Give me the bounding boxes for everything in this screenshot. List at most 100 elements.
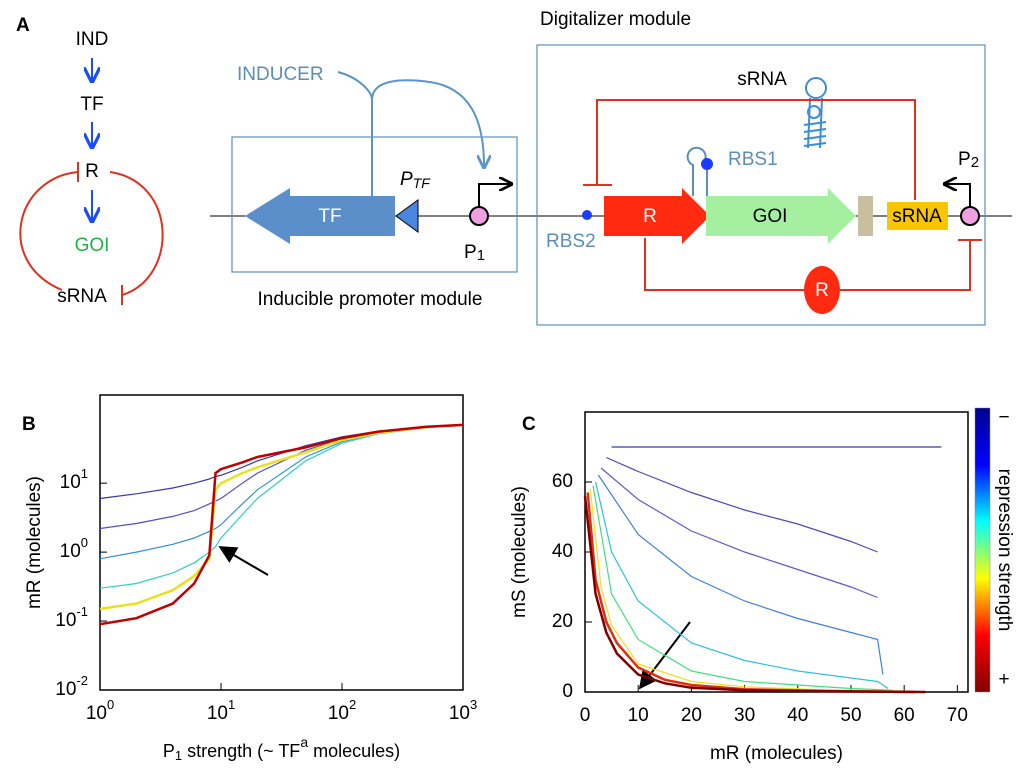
tick-base: 10 xyxy=(55,610,76,631)
x-tick-label: 102 xyxy=(328,697,356,724)
series-line xyxy=(595,481,889,690)
rbs-label: RBS2 xyxy=(546,231,596,252)
promoter-triangle xyxy=(395,199,419,233)
promoter-arrow xyxy=(478,184,510,207)
y-tick-label: 100 xyxy=(60,536,88,563)
series-line xyxy=(99,424,464,589)
x-tick-label: 70 xyxy=(947,705,968,726)
y-tick-label: 20 xyxy=(552,611,573,632)
repression-line xyxy=(109,171,164,296)
gene-label: R xyxy=(643,206,657,227)
series-line xyxy=(99,424,464,530)
colorbar-bottom: + xyxy=(998,669,1009,690)
srna-label: sRNA xyxy=(737,69,787,90)
goi-gene xyxy=(706,188,856,244)
panel-label: C xyxy=(522,414,536,435)
y-tick-label: 101 xyxy=(60,467,88,494)
terminator xyxy=(858,196,873,236)
x-tick-label: 10 xyxy=(628,705,649,726)
tick-base: 10 xyxy=(60,541,81,562)
series-line xyxy=(600,467,878,599)
tick-exponent: 1 xyxy=(228,697,235,712)
promoter-arrow xyxy=(946,184,971,207)
rbs xyxy=(701,158,713,170)
tick-exponent: 0 xyxy=(107,697,114,712)
tick-exponent: 1 xyxy=(81,467,88,482)
pathway-node: R xyxy=(85,161,99,182)
pathway-node: GOI xyxy=(75,235,110,256)
tick-base: 10 xyxy=(86,703,107,724)
module-label: Inducible promoter module xyxy=(258,289,483,310)
r-protein xyxy=(804,266,840,314)
p2-sub: 2 xyxy=(971,154,979,171)
tick-exponent: 2 xyxy=(349,697,356,712)
tick-base: 10 xyxy=(60,472,81,493)
pathway-node: TF xyxy=(80,94,103,115)
tick-exponent: -2 xyxy=(76,673,88,688)
x-tick-label: 20 xyxy=(681,705,702,726)
plot-frame xyxy=(584,411,969,693)
colorbar-top: − xyxy=(998,407,1009,428)
p1-sub: 1 xyxy=(477,247,485,264)
series-line xyxy=(99,423,464,626)
series-line xyxy=(597,474,884,675)
tf-gene xyxy=(245,188,395,244)
p1-main: P xyxy=(464,242,477,263)
x-axis-label: mR (molecules) xyxy=(710,743,843,764)
y-tick-label: 10-1 xyxy=(55,604,88,631)
tick-base: 10 xyxy=(449,703,470,724)
module-box xyxy=(231,136,518,273)
protein-label: R xyxy=(815,280,829,301)
colorbar-label: repression strength xyxy=(994,469,1015,632)
x-tick-label: 0 xyxy=(580,705,591,726)
pathway-node: IND xyxy=(76,29,109,50)
inducer-arrow xyxy=(337,71,484,196)
ptf-sub: TF xyxy=(413,175,432,191)
tick-base: 10 xyxy=(328,703,349,724)
tick-exponent: -1 xyxy=(76,604,88,619)
hairpin-stem xyxy=(803,97,827,149)
panel-label: A xyxy=(16,15,30,36)
promoter xyxy=(960,206,980,226)
x-axis-label-part: P xyxy=(163,741,175,761)
x-tick-label: 50 xyxy=(840,705,861,726)
series-line xyxy=(592,485,894,691)
y-axis-label: mS (molecules) xyxy=(509,486,530,618)
tick-exponent: 0 xyxy=(81,536,88,551)
x-axis-label-part: molecules) xyxy=(308,741,400,761)
x-axis-label-part: 1 xyxy=(175,748,182,763)
x-tick-label: 30 xyxy=(734,705,755,726)
gene-label: GOI xyxy=(753,206,788,227)
r-gene xyxy=(604,188,710,244)
tick-base: 10 xyxy=(55,679,76,700)
x-tick-label: 40 xyxy=(787,705,808,726)
repression-line xyxy=(19,171,79,291)
inducer-label: INDUCER xyxy=(237,64,324,85)
tick-base: 10 xyxy=(207,703,228,724)
hairpin-loop xyxy=(805,77,827,99)
plot-frame xyxy=(99,394,464,691)
x-tick-label: 103 xyxy=(449,697,477,724)
gene-label: TF xyxy=(318,206,341,227)
x-tick-label: 101 xyxy=(207,697,235,724)
rbs1-loop xyxy=(686,146,708,196)
module-label: Digitalizer module xyxy=(540,9,691,30)
p2-main: P xyxy=(958,149,971,170)
annotation-arrow xyxy=(218,546,269,576)
series-line xyxy=(589,488,905,692)
pathway-node: sRNA xyxy=(57,286,107,307)
y-tick-label: 40 xyxy=(552,541,573,562)
srna-hairpin xyxy=(803,77,827,149)
gene-label: sRNA xyxy=(892,206,942,227)
p1-label: P1 xyxy=(464,242,485,264)
y-axis-label: mR (molecules) xyxy=(24,476,45,609)
colorbar xyxy=(974,407,991,693)
series-line xyxy=(583,495,926,694)
x-axis-label-part: strength (~ TF xyxy=(182,741,300,761)
y-tick-label: 0 xyxy=(562,681,573,702)
panel-label: B xyxy=(22,414,36,435)
repression-line xyxy=(596,99,916,200)
ptf-main: P xyxy=(400,169,413,190)
rbs-label: RBS1 xyxy=(728,149,778,170)
